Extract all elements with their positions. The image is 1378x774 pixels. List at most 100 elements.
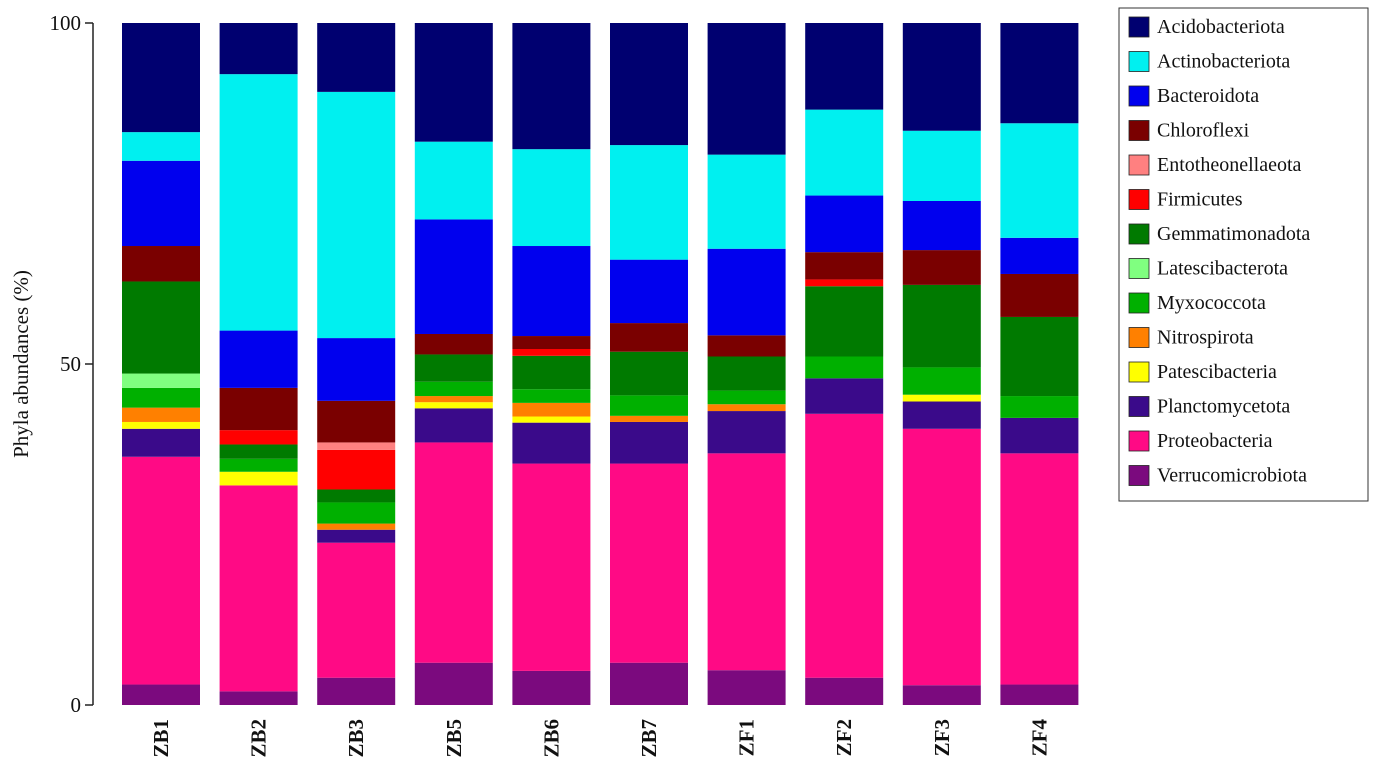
legend-label: Bacteroidota: [1157, 85, 1259, 107]
x-tick-label: ZB5: [442, 719, 466, 758]
bar-zf4-proteobacteria: [1000, 453, 1079, 685]
axes-group: ZB1 ZB2 ZB3 ZB5 ZB6 ZB7 ZF1 ZF2 ZF3 ZF4 0 50 100: [50, 11, 1052, 758]
bar-zb6-gemmatimonadota: [512, 355, 591, 390]
bar-stack-zf3: [902, 23, 981, 705]
bar-zb6-verrucomicrobiota: [512, 670, 591, 705]
bar-zb1-latescibacterota: [122, 373, 200, 388]
legend-item-firmicutes: Firmicutes: [1128, 189, 1243, 211]
bar-stack-zb2: [219, 23, 298, 705]
bar-zf4-verrucomicrobiota: [1000, 684, 1079, 705]
bar-zb3-planctomycetota: [317, 529, 396, 543]
legend-swatch: [1128, 85, 1150, 107]
bar-zb1-verrucomicrobiota: [122, 684, 200, 705]
bar-zb6-planctomycetota: [512, 422, 591, 464]
bar-zb1-gemmatimonadota: [122, 281, 200, 374]
legend-box: [1118, 7, 1369, 502]
x-tick-label: ZF1: [735, 719, 759, 756]
bar-zf1-gemmatimonadota: [707, 356, 786, 391]
bar-zf2-myxococcota: [805, 356, 884, 379]
bar-zb2-patescibacteria: [219, 471, 298, 486]
bar-stack-zb3: [317, 23, 396, 705]
x-tick-label: ZB3: [344, 719, 368, 758]
legend-label: Acidobacteriota: [1157, 16, 1285, 38]
bar-zf2-planctomycetota: [805, 378, 884, 414]
bar-zb7-bacteroidota: [610, 259, 688, 324]
bar-zb6-acidobacteriota: [512, 23, 591, 150]
bar-zf3-myxococcota: [902, 367, 981, 395]
bar-zb7-proteobacteria: [610, 463, 688, 663]
bar-zf3-actinobacteriota: [902, 130, 981, 202]
bar-zb6-chloroflexi: [512, 336, 591, 349]
bar-zf2-acidobacteriota: [805, 23, 884, 110]
bar-zf3-patescibacteria: [902, 394, 981, 402]
bar-zf2-proteobacteria: [805, 413, 884, 678]
legend-swatch: [1128, 258, 1150, 279]
bar-zf3-chloroflexi: [902, 250, 981, 285]
bar-zb7-nitrospirota: [610, 415, 688, 422]
bar-zb6-actinobacteriota: [512, 149, 591, 247]
legend-item-latescibacterota: Latescibacterota: [1128, 258, 1288, 280]
legend-swatch: [1128, 189, 1150, 210]
bar-zb3-actinobacteriota: [317, 91, 396, 339]
bar-zb3-myxococcota: [317, 502, 396, 524]
bar-zb7-gemmatimonadota: [610, 351, 688, 396]
bar-zb7-actinobacteriota: [610, 145, 688, 260]
bar-zf3-proteobacteria: [902, 428, 981, 686]
bar-zf2-actinobacteriota: [805, 109, 884, 196]
bar-zf3-verrucomicrobiota: [902, 685, 981, 705]
bar-zf3-gemmatimonadota: [902, 284, 981, 368]
bar-zf4-bacteroidota: [1000, 237, 1079, 274]
legend-item-proteobacteria: Proteobacteria: [1128, 430, 1273, 452]
bar-zf1-actinobacteriota: [707, 154, 786, 249]
bar-stack-zb6: [512, 23, 591, 705]
bar-zf4-chloroflexi: [1000, 273, 1079, 317]
bar-zb3-entotheonellaeota: [317, 442, 396, 450]
bar-zf4-planctomycetota: [1000, 417, 1079, 454]
bar-stack-zb7: [610, 23, 688, 705]
bar-zb7-verrucomicrobiota: [610, 662, 688, 705]
bar-zf1-nitrospirota: [707, 404, 786, 412]
bar-zb3-acidobacteriota: [317, 23, 396, 92]
bar-zb2-verrucomicrobiota: [219, 691, 298, 705]
bar-zb5-planctomycetota: [414, 408, 493, 443]
bar-zb1-bacteroidota: [122, 160, 200, 247]
x-tick-label: ZB2: [247, 719, 271, 758]
bar-zb5-bacteroidota: [414, 219, 493, 334]
bar-zb1-planctomycetota: [122, 428, 200, 457]
bar-zb1-myxococcota: [122, 387, 200, 408]
x-tick-label: ZF3: [930, 719, 954, 756]
bar-zb5-nitrospirota: [414, 396, 493, 403]
x-tick-label: ZB6: [539, 719, 563, 758]
legend-item-verrucomicrobiota: Verrucomicrobiota: [1128, 465, 1307, 487]
bar-zb7-chloroflexi: [610, 323, 688, 352]
bar-zb5-acidobacteriota: [414, 23, 493, 142]
bar-zf3-acidobacteriota: [902, 23, 981, 131]
bar-zb3-bacteroidota: [317, 338, 396, 401]
legend-label: Nitrospirota: [1157, 327, 1254, 349]
bar-zf1-acidobacteriota: [707, 23, 786, 155]
legend-item-planctomycetota: Planctomycetota: [1128, 396, 1290, 418]
bars-group: [122, 23, 1079, 705]
bar-stack-zf4: [1000, 23, 1079, 705]
bar-zb5-patescibacteria: [414, 402, 493, 409]
legend-swatch: [1128, 361, 1150, 383]
bar-stack-zf1: [707, 23, 786, 705]
legend-item-acidobacteriota: Acidobacteriota: [1128, 16, 1285, 38]
bar-zf2-bacteroidota: [805, 195, 884, 253]
legend-swatch: [1128, 292, 1150, 314]
legend-item-patescibacteria: Patescibacteria: [1128, 361, 1277, 383]
bar-zf4-myxococcota: [1000, 396, 1079, 418]
x-tick-label: ZF4: [1027, 719, 1051, 757]
bar-zb2-chloroflexi: [219, 387, 298, 431]
legend: Acidobacteriota Actinobacteriota Bacteroid…: [1118, 7, 1369, 502]
bar-zf1-planctomycetota: [707, 411, 786, 454]
legend-label: Actinobacteriota: [1157, 51, 1290, 73]
legend-item-myxococcota: Myxococcota: [1128, 292, 1266, 314]
legend-item-gemmatimonadota: Gemmatimonadota: [1128, 223, 1310, 245]
legend-label: Gemmatimonadota: [1157, 223, 1310, 245]
legend-swatch: [1128, 465, 1150, 486]
y-tick-label: 100: [50, 11, 82, 35]
bar-zb5-chloroflexi: [414, 333, 493, 355]
bar-zf1-verrucomicrobiota: [707, 670, 786, 705]
y-tick-label: 0: [71, 693, 82, 717]
